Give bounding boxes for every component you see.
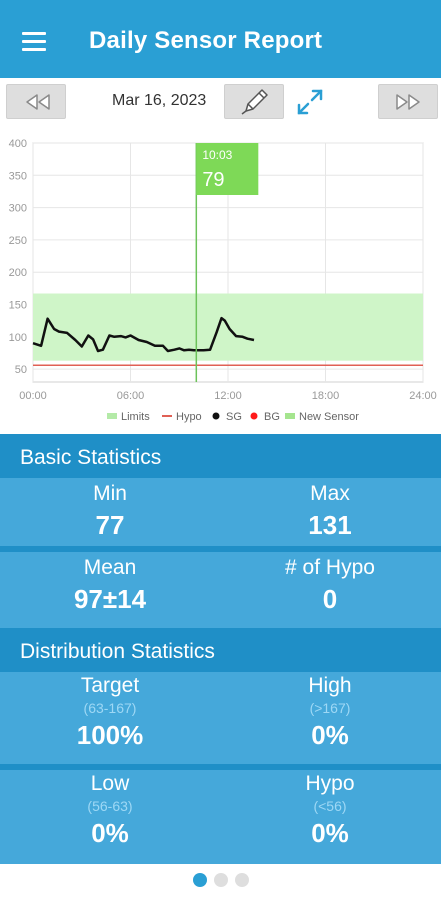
x-tick-label: 06:00 xyxy=(117,390,145,402)
x-tick-label: 24:00 xyxy=(409,390,437,402)
legend-bg-swatch xyxy=(250,412,258,420)
stat-row-mean-hypo: Mean 97±14 # of Hypo 0 xyxy=(0,552,441,628)
y-tick-label: 400 xyxy=(9,138,27,150)
target-range: (63-167) xyxy=(83,700,137,716)
basic-statistics-header: Basic Statistics xyxy=(0,434,441,478)
high-label: High xyxy=(308,674,352,697)
target-stat: Target (63-167) 100% xyxy=(0,674,220,751)
hypo-count-value: 0 xyxy=(322,584,338,614)
previous-day-button[interactable] xyxy=(6,84,66,119)
y-tick-label: 250 xyxy=(9,235,27,247)
divider xyxy=(0,546,441,552)
hypo-label: Hypo xyxy=(305,772,355,795)
max-stat: Max 131 xyxy=(220,482,440,541)
legend-label: SG xyxy=(226,411,242,423)
y-tick-label: 50 xyxy=(15,364,27,376)
max-value: 131 xyxy=(308,510,352,540)
mean-stat: Mean 97±14 xyxy=(0,556,220,615)
y-tick-label: 200 xyxy=(9,267,27,279)
stat-row-min-max: Min 77 Max 131 xyxy=(0,478,441,546)
basic-statistics-title: Basic Statistics xyxy=(20,446,162,469)
page-dot[interactable] xyxy=(214,873,228,887)
low-stat: Low (56-63) 0% xyxy=(0,772,220,849)
min-stat: Min 77 xyxy=(0,482,220,541)
sg-series-line xyxy=(32,316,255,353)
page-dot[interactable] xyxy=(193,873,207,887)
stat-row-low-hypo: Low (56-63) 0% Hypo (<56) 0% xyxy=(0,770,441,864)
legend-label: Limits xyxy=(121,411,150,423)
date-bar xyxy=(0,78,441,126)
hypo-count-label: # of Hypo xyxy=(285,556,375,579)
page-title: Daily Sensor Report xyxy=(89,27,323,54)
min-label: Min xyxy=(93,482,127,505)
max-label: Max xyxy=(310,482,350,505)
legend-sg-swatch xyxy=(212,412,220,420)
low-value: 0% xyxy=(91,818,129,848)
legend-limits-swatch xyxy=(107,413,117,419)
next-day-button[interactable] xyxy=(378,84,438,119)
mean-value: 97±14 xyxy=(73,584,147,614)
app-bar: Daily Sensor Report xyxy=(0,0,441,78)
hypo-range: (<56) xyxy=(313,798,347,814)
low-range: (56-63) xyxy=(87,798,133,814)
y-tick-label: 100 xyxy=(9,332,27,344)
y-tick-label: 300 xyxy=(9,203,27,215)
divider xyxy=(0,764,441,770)
y-tick-label: 350 xyxy=(9,170,27,182)
edit-button[interactable] xyxy=(224,84,284,119)
pencil-icon xyxy=(241,89,268,115)
low-label: Low xyxy=(90,772,130,795)
sensor-glucose-chart: 10:03 79 50 100 150 200 250 300 350 400 00:00 06:00… xyxy=(9,138,437,423)
high-value: 0% xyxy=(311,720,349,750)
stat-row-target-high: Target (63-167) 100% High (>167) 0% xyxy=(0,672,441,764)
x-tick-label: 00:00 xyxy=(19,390,47,402)
x-tick-label: 12:00 xyxy=(214,390,242,402)
legend-label: Hypo xyxy=(176,411,202,423)
legend-label: New Sensor xyxy=(299,411,359,423)
legend-label: BG xyxy=(264,411,280,423)
cursor-value: 79 xyxy=(202,169,224,191)
fast-forward-icon xyxy=(396,94,420,110)
target-value: 100% xyxy=(76,720,144,750)
cursor-time: 10:03 xyxy=(202,148,232,162)
distribution-statistics-header: Distribution Statistics xyxy=(0,628,441,672)
page-dot[interactable] xyxy=(235,873,249,887)
hypo-stat: Hypo (<56) 0% xyxy=(220,772,440,849)
min-value: 77 xyxy=(95,510,125,540)
menu-icon[interactable] xyxy=(22,32,48,52)
report-date[interactable]: Mar 16, 2023 xyxy=(112,92,207,109)
expand-icon[interactable] xyxy=(296,88,324,116)
hypo-value: 0% xyxy=(311,818,349,848)
distribution-statistics-title: Distribution Statistics xyxy=(20,640,215,663)
legend-new-sensor-swatch xyxy=(285,413,295,419)
cursor-tooltip xyxy=(196,143,259,195)
mean-label: Mean xyxy=(83,556,137,579)
x-tick-label: 18:00 xyxy=(312,390,340,402)
high-range: (>167) xyxy=(309,700,351,716)
rewind-icon xyxy=(26,94,50,110)
high-stat: High (>167) 0% xyxy=(220,674,440,751)
y-tick-label: 150 xyxy=(9,299,27,311)
target-label: Target xyxy=(80,674,140,697)
hypo-count-stat: # of Hypo 0 xyxy=(220,556,440,615)
